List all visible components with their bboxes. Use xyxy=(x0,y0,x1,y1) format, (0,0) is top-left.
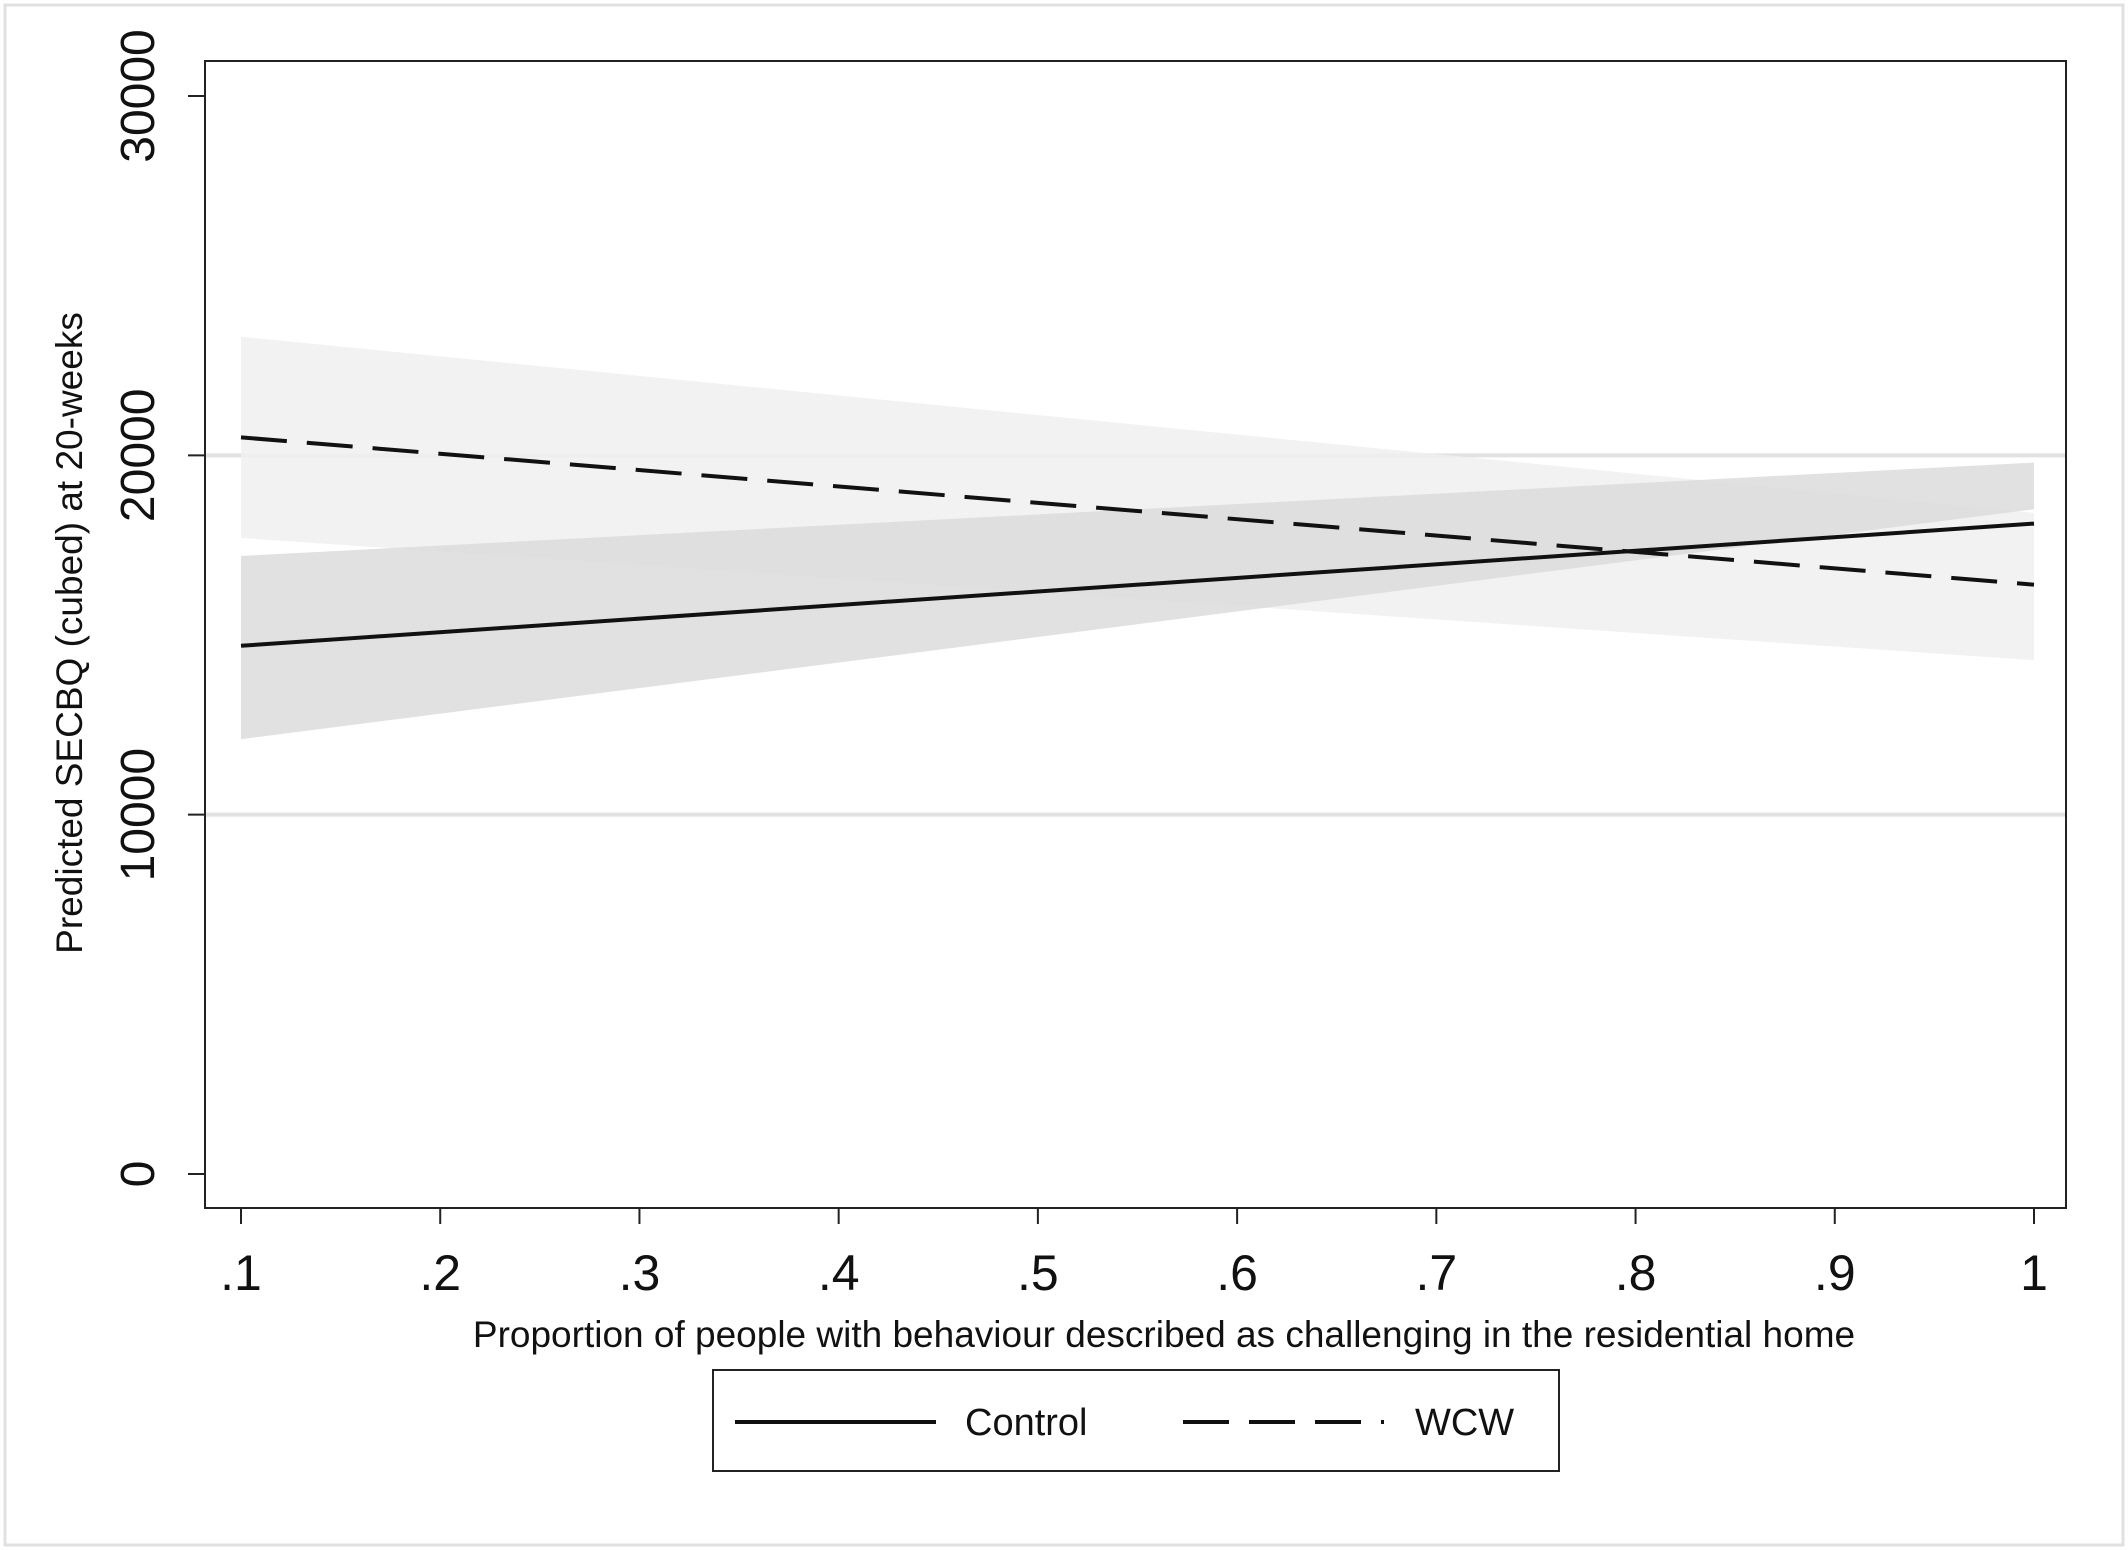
ci-band-wcw xyxy=(241,336,2034,661)
x-tick-label-4: .5 xyxy=(1017,1245,1059,1301)
y-axis: 0 10000 20000 30000 xyxy=(112,29,205,1187)
legend-label-control: Control xyxy=(965,1402,1088,1444)
ci-band-control xyxy=(241,462,2034,740)
x-axis-label: Proportion of people with behaviour desc… xyxy=(473,1314,1855,1355)
series-lines xyxy=(240,435,2035,648)
x-axis: .1 .2 .3 .4 .5 .6 .7 .8 .9 1 xyxy=(220,1208,2048,1301)
plot-frame xyxy=(204,60,2067,1209)
series-line-wcw xyxy=(240,435,2035,587)
x-tick-label-0: .1 xyxy=(220,1245,262,1301)
legend: Control WCW xyxy=(712,1369,1560,1472)
confidence-bands xyxy=(241,336,2034,740)
y-tick-label-0: 0 xyxy=(112,1161,165,1188)
x-tick-label-9: 1 xyxy=(2020,1245,2048,1301)
y-axis-label: Predicted SECBQ (cubed) at 20-weeks xyxy=(49,312,90,954)
y-tick-label-2: 20000 xyxy=(112,389,165,522)
series-line-control xyxy=(240,521,2035,648)
y-tick-label-1: 10000 xyxy=(112,748,165,881)
y-tick-label-3: 30000 xyxy=(112,29,165,162)
x-tick-label-2: .3 xyxy=(619,1245,661,1301)
page-border xyxy=(3,3,2125,1547)
x-tick-label-5: .6 xyxy=(1216,1245,1258,1301)
legend-label-wcw: WCW xyxy=(1415,1402,1514,1444)
x-tick-label-8: .9 xyxy=(1814,1245,1856,1301)
x-tick-label-6: .7 xyxy=(1415,1245,1457,1301)
x-tick-label-3: .4 xyxy=(818,1245,860,1301)
x-tick-label-1: .2 xyxy=(419,1245,461,1301)
x-tick-label-7: .8 xyxy=(1615,1245,1657,1301)
